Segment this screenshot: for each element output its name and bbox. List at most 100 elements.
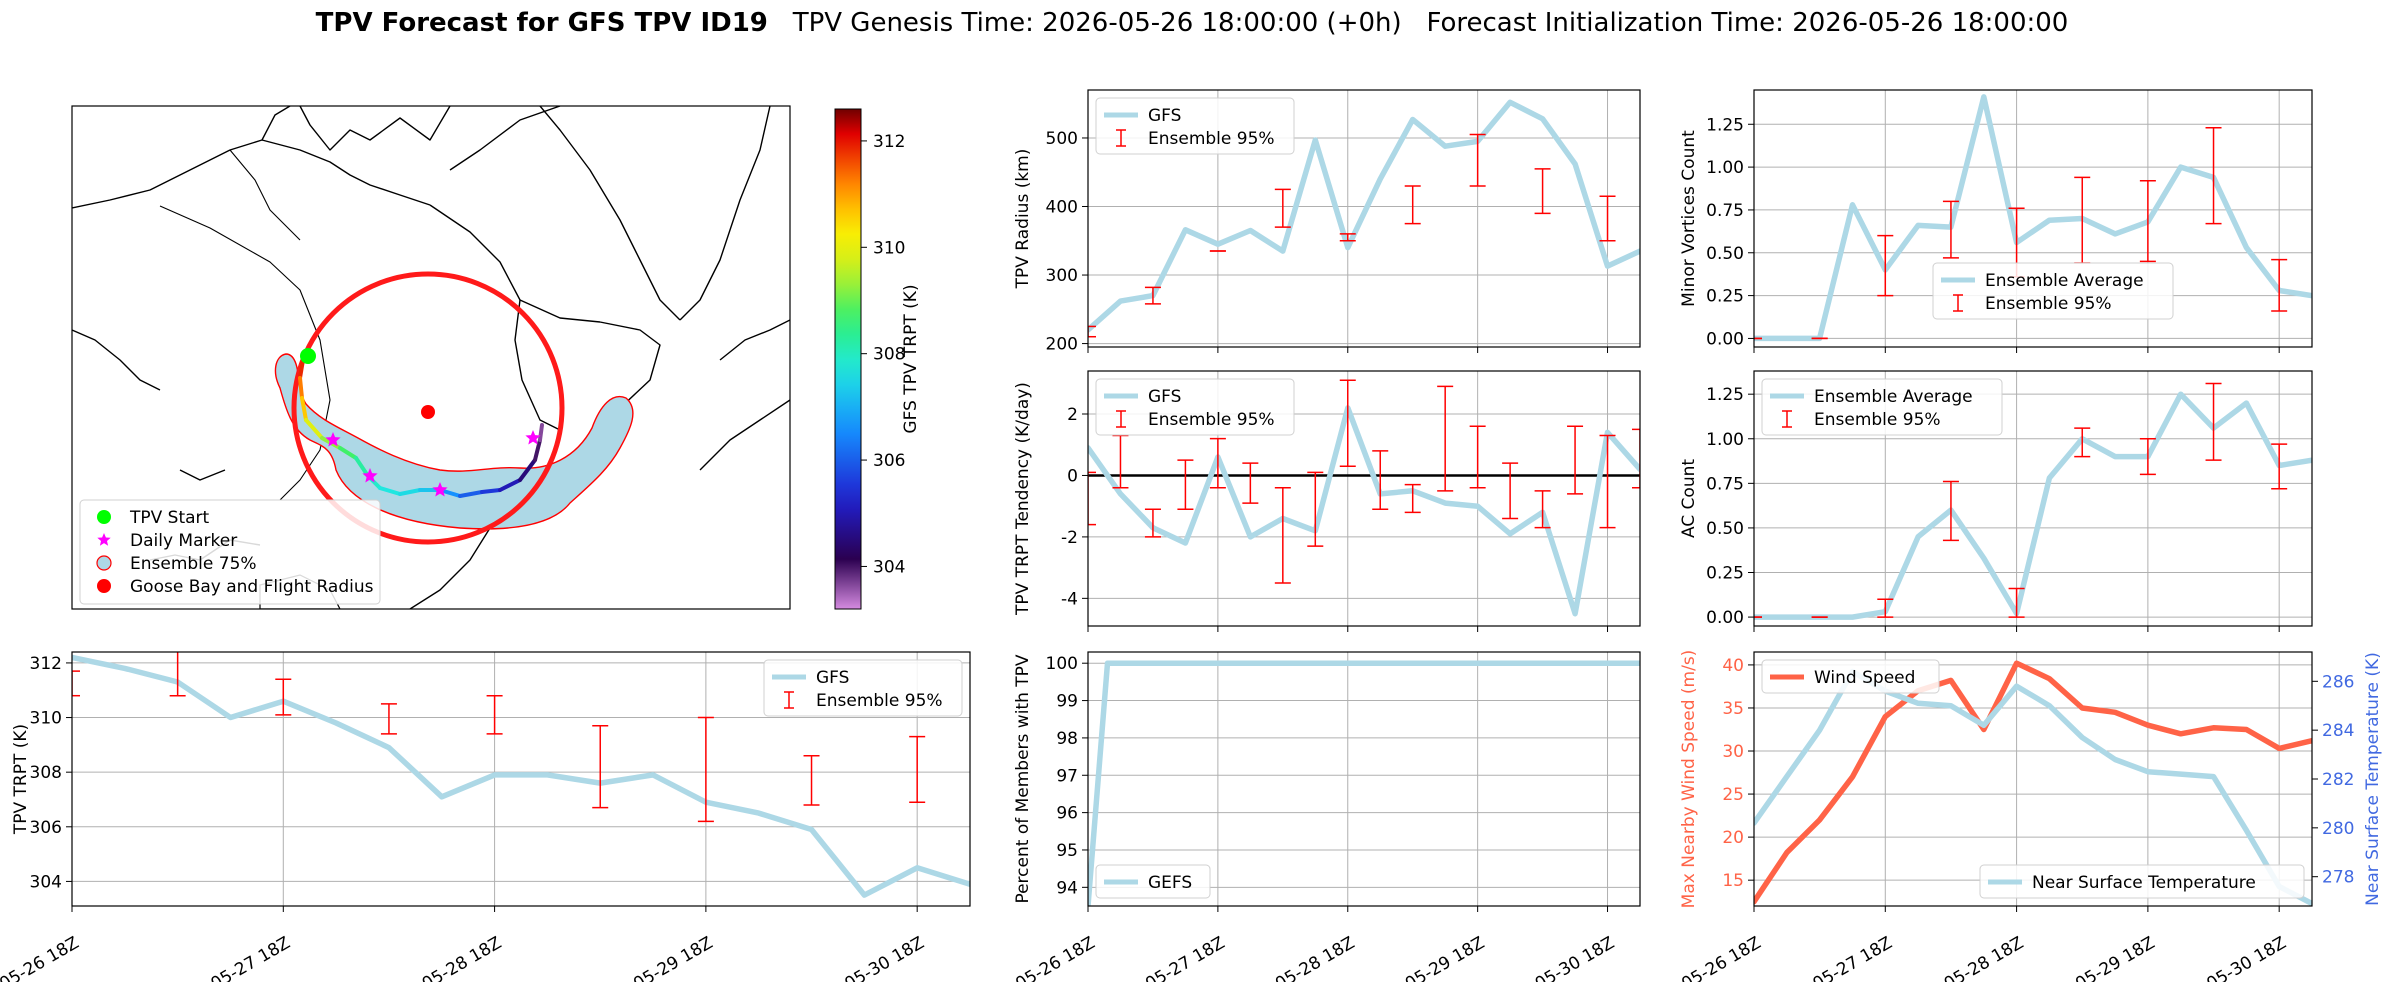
minor-ytick-label: 0.75 xyxy=(1706,201,1744,221)
tpv-track-segment xyxy=(300,396,308,422)
minor-frame xyxy=(1753,89,2313,348)
figure-title-bold: TPV Forecast for GFS TPV ID19 xyxy=(315,8,768,38)
percent-ytick-label: 97 xyxy=(1056,766,1078,786)
tpv-track-segment xyxy=(304,418,324,440)
ac-ytick-label: 0.00 xyxy=(1706,608,1744,628)
tendency-series-line xyxy=(1088,405,1640,617)
minor-plot-area xyxy=(1754,90,2312,347)
trpt-xtick-label: 05-28 18Z xyxy=(419,933,505,982)
trpt-chart: 05-26 18Z 05-27 18Z 05-28 18Z 05-29 18Z 05-3… xyxy=(0,651,971,982)
wind-ytick-label: 30 xyxy=(1722,742,1744,762)
ac-frame xyxy=(1753,370,2313,627)
tpv-track-segment xyxy=(498,478,522,492)
trpt-xtick-label: 05-29 18Z xyxy=(630,933,716,982)
radius-ytick-label: 300 xyxy=(1046,266,1078,286)
minor-legend-frame xyxy=(1932,262,2174,320)
trpt-legend-frame xyxy=(763,659,963,717)
percent-plot-area xyxy=(1088,652,1640,906)
daily-marker xyxy=(525,430,541,445)
tendency-legend-entry: Ensemble 95% xyxy=(1148,410,1275,430)
tendency-frame xyxy=(1087,370,1641,627)
percent-xtick-label: 05-26 18Z xyxy=(1012,933,1098,982)
colorbar-tick-label: 312 xyxy=(873,132,905,152)
map-legend-swatch-ensemble xyxy=(96,555,112,571)
border-alaska-canada xyxy=(229,149,301,241)
trpt-ylabel: TPV TRPT (K) xyxy=(11,724,31,835)
goose-bay-marker xyxy=(421,405,435,419)
coastline-europe xyxy=(719,319,790,361)
daily-marker xyxy=(325,432,341,447)
map-legend-entry: TPV Start xyxy=(129,508,210,528)
trpt-ytick-label: 312 xyxy=(30,654,62,674)
percent-xtick-label: 05-29 18Z xyxy=(1402,933,1488,982)
percent-ytick-label: 96 xyxy=(1056,804,1078,824)
ac-legend-entry: Ensemble Average xyxy=(1814,387,1973,407)
percent-ytick-label: 100 xyxy=(1046,654,1078,674)
minor-legend-entry: Ensemble Average xyxy=(1985,271,2144,291)
wind-ytick-label: 40 xyxy=(1722,656,1744,676)
tpv-start-marker xyxy=(300,348,316,364)
coastline-iceland xyxy=(699,399,790,471)
wind-ytick-label: 20 xyxy=(1722,828,1744,848)
wind-y2tick-label: 278 xyxy=(2322,868,2354,888)
tendency-ylabel: TPV TRPT Tendency (K/day) xyxy=(1013,382,1033,616)
ac-ytick-label: 1.00 xyxy=(1706,430,1744,450)
wind-y2tick-label: 280 xyxy=(2322,819,2354,839)
radius-ylabel: TPV Radius (km) xyxy=(1013,149,1033,290)
ac-ytick-label: 0.75 xyxy=(1706,474,1744,494)
map-legend-swatch-star xyxy=(97,533,111,546)
minor-chart: 0.00 0.25 0.50 0.75 1.00 1.25 Minor Vortices C… xyxy=(1679,89,2313,353)
minor-ytick-label: 0.25 xyxy=(1706,287,1744,307)
wind2-legend-frame xyxy=(1979,864,2305,899)
trpt-plot-area xyxy=(72,652,970,906)
percent-ytick-label: 98 xyxy=(1056,729,1078,749)
coastline-arctic-islands xyxy=(299,106,451,151)
coastline-greenland-east xyxy=(679,106,771,321)
wind-ytick-label: 35 xyxy=(1722,699,1744,719)
ac-legend-entry: Ensemble 95% xyxy=(1814,410,1941,430)
map-frame xyxy=(71,105,791,610)
ac-ytick-label: 0.50 xyxy=(1706,519,1744,539)
ac-legend-frame xyxy=(1761,378,2003,436)
coastline-greenland-west xyxy=(539,106,681,321)
tpv-track-segment xyxy=(480,488,502,494)
map-legend-swatch-start xyxy=(97,510,111,524)
trpt-ytick-label: 308 xyxy=(30,763,62,783)
colorbar-tick-label: 306 xyxy=(873,451,905,471)
tendency-legend-entry: GFS xyxy=(1148,387,1181,407)
figure-title: TPV Forecast for GFS TPV ID19 TPV Genesi… xyxy=(0,8,2384,38)
radius-frame xyxy=(1087,89,1641,348)
radius-ytick-label: 500 xyxy=(1046,129,1078,149)
coastline-baffin xyxy=(449,106,561,171)
figure-title-init: Forecast Initialization Time: 2026-05-26… xyxy=(1426,8,2069,38)
minor-ytick-label: 0.00 xyxy=(1706,329,1744,349)
trpt-xtick-label: 05-27 18Z xyxy=(208,933,294,982)
trpt-xtick-label: 05-26 18Z xyxy=(0,933,83,982)
tpv-track-segment xyxy=(518,458,537,482)
minor-ytick-label: 0.50 xyxy=(1706,244,1744,264)
daily-marker xyxy=(432,482,448,497)
tendency-legend-frame xyxy=(1095,378,1295,436)
map-legend-swatch-goose-bay xyxy=(97,579,111,593)
wind-ylabel: Max Nearby Wind Speed (m/s) xyxy=(1679,650,1699,909)
minor-ytick-label: 1.00 xyxy=(1706,158,1744,178)
wind-chart: 05-26 18Z 05-27 18Z 05-28 18Z 05-29 18Z 05-3… xyxy=(1678,650,2383,982)
minor-legend-entry: Ensemble 95% xyxy=(1985,294,2112,314)
percent-series-line xyxy=(1088,660,1640,906)
tendency-chart: -4 -2 0 2 TPV TRPT Tendency (K/day) GFS Ensemb… xyxy=(1013,370,1641,632)
colorbar-tick-label: 308 xyxy=(873,345,905,365)
coastline-hudson xyxy=(429,204,601,323)
wind-y2tick-label: 284 xyxy=(2322,721,2354,741)
percent-ytick-label: 95 xyxy=(1056,841,1078,861)
radius-series-line xyxy=(1088,99,1640,333)
ac-ytick-label: 0.25 xyxy=(1706,564,1744,584)
tpv-track-segment xyxy=(298,358,305,380)
percent-ylabel: Percent of Members with TPV xyxy=(1013,654,1033,903)
trpt-xtick-label: 05-30 18Z xyxy=(841,933,927,982)
tendency-ytick-label: -2 xyxy=(1061,528,1078,548)
radius-legend-entry: Ensemble 95% xyxy=(1148,129,1275,149)
map-legend-entry: Goose Bay and Flight Radius xyxy=(130,577,374,597)
wind-y2tick-label: 282 xyxy=(2322,770,2354,790)
